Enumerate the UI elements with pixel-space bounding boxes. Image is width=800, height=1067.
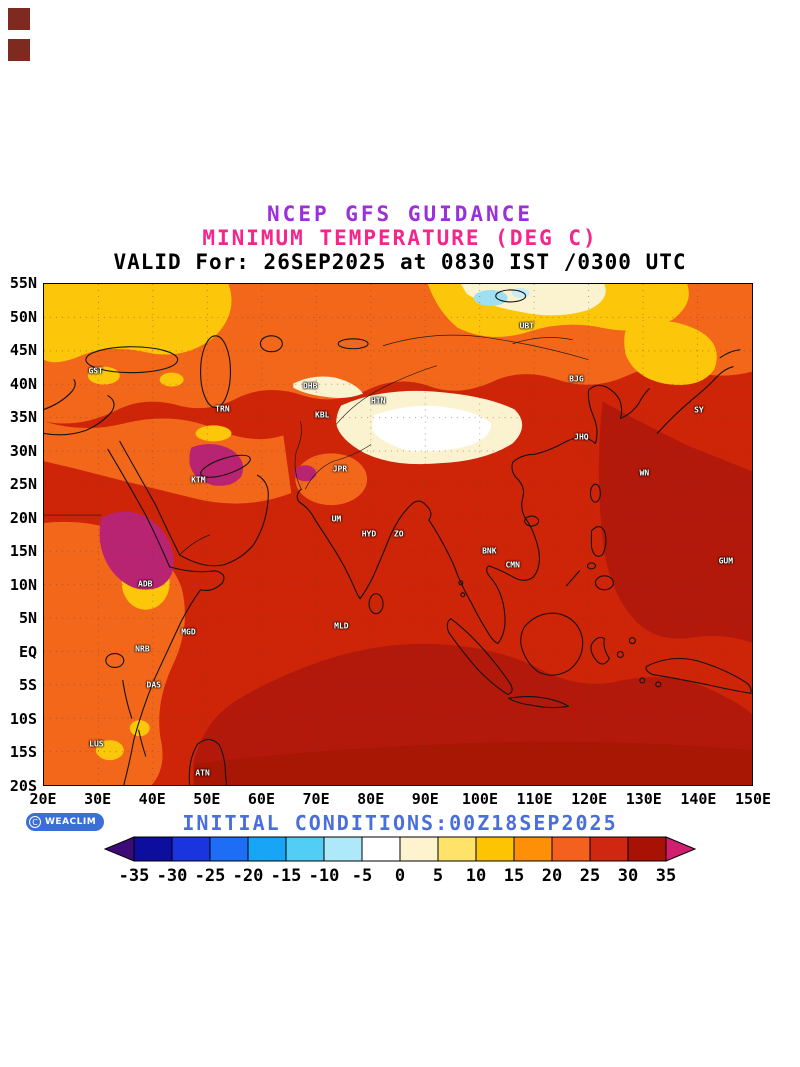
weaclim-label: WEACLIM <box>45 817 97 827</box>
valid-time: VALID For: 26SEP2025 at 0830 IST /0300 U… <box>113 250 687 274</box>
copyright-icon: C <box>29 816 41 828</box>
lat-tick-label: 15S <box>9 743 37 762</box>
station-label: NRB <box>135 644 150 654</box>
station-label: CMN <box>505 560 520 570</box>
titles: NCEP GFS GUIDANCE MINIMUM TEMPERATURE (D… <box>0 202 800 274</box>
lat-tick-label: 15N <box>9 542 37 561</box>
station-label: KBL <box>315 410 330 420</box>
station-label: UM <box>331 514 342 524</box>
page-subtitle: MINIMUM TEMPERATURE (DEG C) <box>202 226 598 250</box>
station-label: ATN <box>195 768 210 778</box>
lon-tick-label: 120E <box>571 790 608 808</box>
station-label: BNK <box>482 546 497 556</box>
lat-tick-label: 10N <box>9 575 37 594</box>
station-label: UBT <box>519 321 535 331</box>
station-label: HYD <box>361 529 377 539</box>
svg-text:-5: -5 <box>352 866 372 886</box>
station-label: HTN <box>370 396 386 406</box>
border-lines <box>44 334 589 556</box>
lon-tick-label: 50E <box>193 790 221 808</box>
svg-text:30: 30 <box>618 866 638 886</box>
lat-tick-label: 35N <box>9 408 37 427</box>
coastlines <box>44 289 752 785</box>
station-label: MGD <box>181 627 196 637</box>
lat-tick-label: 20N <box>9 508 37 527</box>
svg-text:-30: -30 <box>157 866 188 886</box>
lat-tick-label: EQ <box>18 642 37 661</box>
svg-text:15: 15 <box>504 866 524 886</box>
station-label: TRN <box>215 404 230 414</box>
svg-text:20: 20 <box>542 866 562 886</box>
lon-tick-label: 60E <box>247 790 275 808</box>
svg-text:25: 25 <box>580 866 600 886</box>
station-label: KTM <box>191 475 206 485</box>
lon-tick-label: 30E <box>84 790 112 808</box>
station-label: DHB <box>302 381 318 391</box>
station-label: JHQ <box>574 432 589 442</box>
lon-tick-label: 70E <box>302 790 330 808</box>
station-label: GST <box>88 366 103 376</box>
svg-text:-25: -25 <box>195 866 226 886</box>
lon-tick-label: 110E <box>516 790 553 808</box>
lat-tick-label: 40N <box>9 374 37 393</box>
lon-axis: 20E 30E 40E 50E 60E 70E 80E 90E 100E 110E 120E 130E… <box>29 790 771 808</box>
initial-conditions: INITIAL CONDITIONS:00Z18SEP2025 <box>182 811 618 835</box>
lon-tick-label: 130E <box>625 790 662 808</box>
lon-tick-label: 150E <box>734 790 772 808</box>
svg-text:0: 0 <box>395 866 405 886</box>
svg-text:10: 10 <box>466 866 486 886</box>
svg-text:-10: -10 <box>309 866 340 886</box>
station-label: WN <box>639 468 650 478</box>
station-label: ZO <box>393 529 404 539</box>
lon-tick-label: 80E <box>357 790 385 808</box>
corner-marker <box>8 39 30 61</box>
station-label: MLD <box>334 621 349 631</box>
station-label: BJG <box>569 374 584 384</box>
lon-tick-label: 20E <box>29 790 57 808</box>
lat-tick-label: 5N <box>18 609 37 628</box>
lat-tick-label: 5S <box>18 676 37 695</box>
lat-tick-label: 50N <box>9 307 37 326</box>
svg-text:35: 35 <box>656 866 676 886</box>
map-svg <box>44 284 752 785</box>
page-title: NCEP GFS GUIDANCE <box>267 202 533 226</box>
lat-tick-label: 45N <box>9 341 37 360</box>
corner-markers <box>8 8 30 61</box>
station-label: DAS <box>146 680 161 690</box>
lon-tick-label: 100E <box>461 790 498 808</box>
station-label: LUS <box>89 739 104 749</box>
station-label: ADB <box>138 579 153 589</box>
lat-tick-label: 55N <box>9 274 37 292</box>
colorbar: -35 -30 -25 -20 -15 -10 -5 0 5 10 15 20 25 30 35 <box>0 836 800 886</box>
lat-tick-label: 30N <box>9 441 37 460</box>
station-label: SY <box>694 405 704 415</box>
lat-tick-label: 20S <box>9 777 37 795</box>
lon-tick-label: 40E <box>138 790 166 808</box>
station-label: JPR <box>332 464 348 474</box>
station-labels: UBT BJG DHB HTN TRN KBL SY JHQ GST WN KTM JPR UM HYD Z… <box>44 284 752 785</box>
corner-marker <box>8 8 30 30</box>
station-label: GUM <box>718 556 734 566</box>
temperature-map: UBT BJG DHB HTN TRN KBL SY JHQ GST WN KTM JPR UM HYD Z… <box>43 283 753 786</box>
colorbar-svg: -35 -30 -25 -20 -15 -10 -5 0 5 10 15 20 25 30 35 <box>104 836 696 886</box>
svg-text:5: 5 <box>433 866 443 886</box>
lat-axis: 55N 50N 45N 40N 35N 30N 25N 20N 15N 10N 5N EQ 5S 10S 1… <box>0 274 40 795</box>
lon-tick-label: 90E <box>411 790 439 808</box>
weaclim-logo[interactable]: C WEACLIM <box>26 813 105 831</box>
svg-text:-35: -35 <box>119 866 150 886</box>
lat-tick-label: 10S <box>9 709 37 728</box>
lon-tick-label: 140E <box>680 790 717 808</box>
lat-tick-label: 25N <box>9 475 37 494</box>
svg-text:-15: -15 <box>271 866 302 886</box>
svg-text:-20: -20 <box>233 866 264 886</box>
